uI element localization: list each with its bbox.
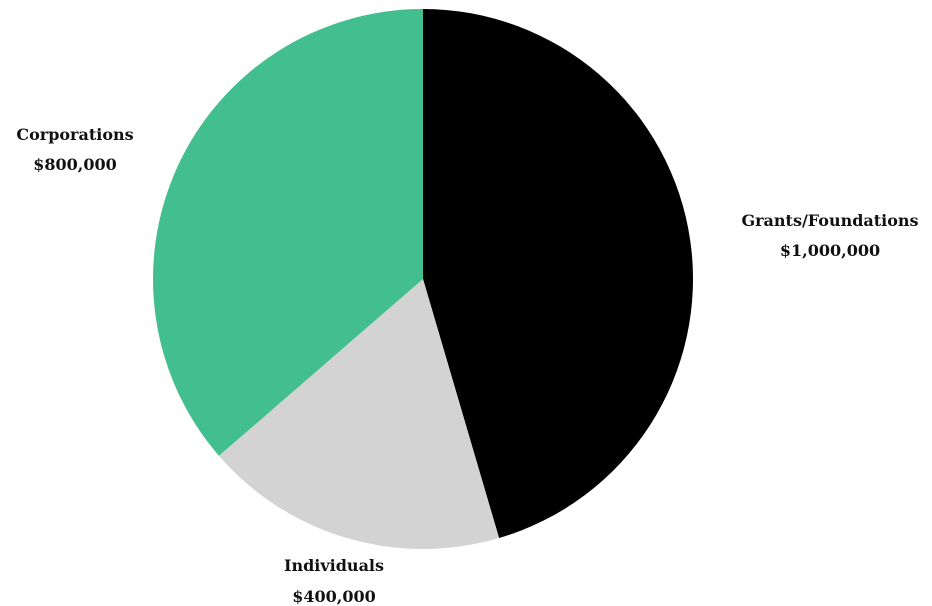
slice-label-name-individuals: Individuals [284, 556, 384, 575]
slice-label-value-grants: $1,000,000 [780, 241, 880, 260]
pie-slice-grants-foundations [423, 9, 693, 539]
pie-slices [153, 9, 693, 549]
slice-label-name-corporations: Corporations [16, 125, 133, 144]
slice-label-value-individuals: $400,000 [292, 587, 376, 606]
slice-label-name-grants: Grants/Foundations [741, 211, 918, 230]
slice-label-value-corporations: $800,000 [33, 155, 117, 174]
pie-slice-individuals [218, 279, 500, 549]
pie-slice-corporations [153, 9, 423, 456]
pie-labels: Grants/Foundations $1,000,000 Individual… [16, 125, 918, 606]
